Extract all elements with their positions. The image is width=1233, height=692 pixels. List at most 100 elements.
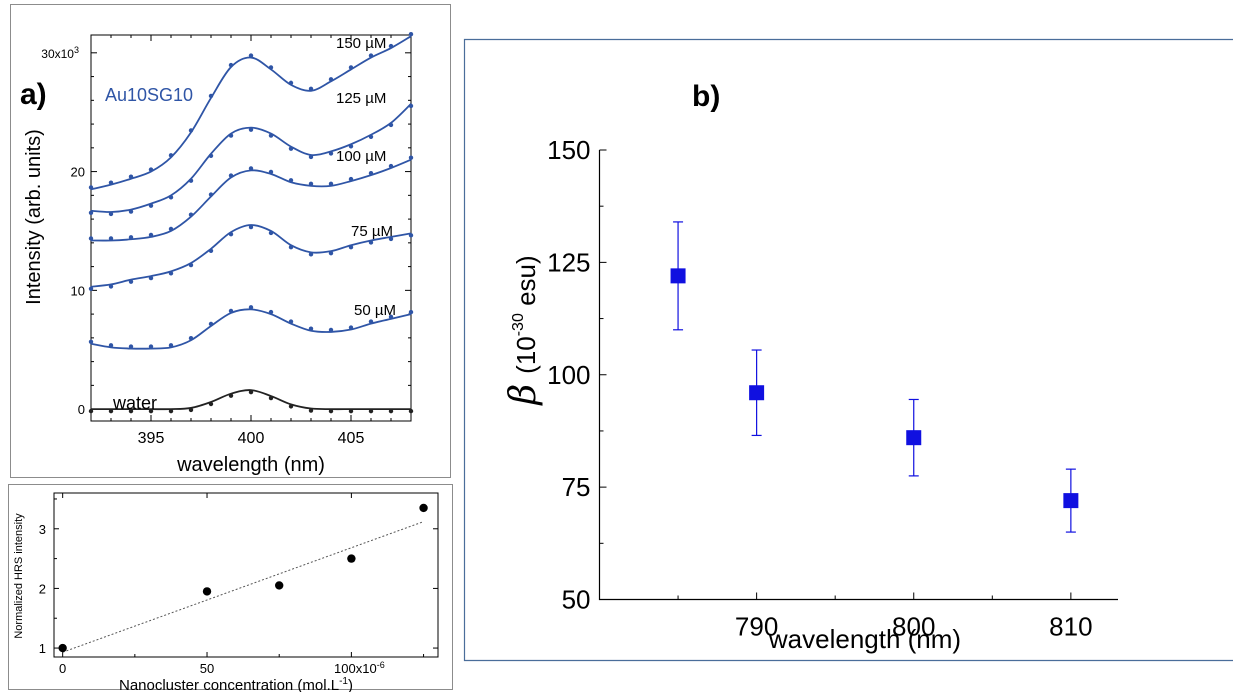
data-point xyxy=(128,344,134,349)
y-tick-label: 1 xyxy=(39,641,46,656)
data-point xyxy=(108,211,114,217)
data-point xyxy=(88,210,94,215)
data-point xyxy=(188,336,194,341)
data-point xyxy=(208,93,214,99)
data-point xyxy=(348,245,354,250)
data-point xyxy=(328,181,334,187)
y-tick-label: 20 xyxy=(71,165,85,180)
data-point xyxy=(288,319,294,324)
y-tick-label: 2 xyxy=(39,581,46,596)
data-point xyxy=(408,31,414,37)
panel-inset: 0 50 100x10-6 1 2 3 Nanocluster concentration… xyxy=(13,492,439,692)
data-point xyxy=(268,169,274,175)
data-point xyxy=(188,262,194,268)
inset-axes: 0 50 100x10-6 1 2 3 xyxy=(39,493,438,676)
y-tick-label: 125 xyxy=(547,247,590,277)
data-point xyxy=(88,408,94,414)
data-point xyxy=(308,86,314,92)
data-point xyxy=(228,231,234,237)
data-point xyxy=(368,134,374,139)
data-point xyxy=(388,408,394,414)
data-point xyxy=(168,271,174,276)
inset-plot-area xyxy=(53,492,439,658)
y-tick-label: 100 xyxy=(547,360,590,390)
data-point xyxy=(248,389,254,395)
data-point xyxy=(328,250,334,256)
data-point xyxy=(268,395,274,401)
data-point xyxy=(275,581,284,590)
data-point xyxy=(108,343,114,348)
x-tick-label: 405 xyxy=(338,430,365,447)
fit-line xyxy=(62,521,424,653)
data-point xyxy=(148,167,154,172)
data-point xyxy=(228,393,234,398)
series-label: water xyxy=(112,393,157,413)
data-point xyxy=(228,62,234,68)
y-tick-label: 3 xyxy=(39,522,46,537)
x-tick-label: 100x10-6 xyxy=(334,660,385,676)
data-point xyxy=(368,170,374,176)
panel-a-label: a) xyxy=(20,78,47,111)
data-point xyxy=(348,176,354,182)
data-point xyxy=(288,178,294,183)
data-point xyxy=(288,245,294,250)
data-point xyxy=(288,404,294,409)
data-point xyxy=(88,286,94,291)
x-tick-label: 50 xyxy=(200,661,214,676)
data-point xyxy=(268,230,274,236)
data-point xyxy=(208,248,214,253)
data-point xyxy=(88,236,94,241)
data-point xyxy=(108,236,114,241)
data-point xyxy=(368,319,374,324)
data-point xyxy=(348,65,354,70)
data-point xyxy=(108,180,114,185)
data-point xyxy=(348,144,354,149)
data-point xyxy=(248,53,254,58)
data-point xyxy=(408,309,414,315)
data-point xyxy=(308,408,314,413)
data-point xyxy=(308,181,314,187)
data-point xyxy=(328,77,334,82)
panel-a-ylabel: Intensity (arb. units) xyxy=(23,129,45,305)
data-point xyxy=(128,209,134,214)
data-point xyxy=(268,133,274,138)
data-point xyxy=(328,408,334,414)
panel-a-series: 150 µM 125 µM 100 µM 75 µM 50 µM water xyxy=(88,31,414,414)
data-point xyxy=(268,309,274,315)
data-point xyxy=(408,155,414,160)
data-point xyxy=(419,503,428,513)
data-point xyxy=(670,268,686,284)
data-point xyxy=(148,275,154,281)
data-point xyxy=(288,80,294,86)
data-point xyxy=(108,284,114,289)
data-point xyxy=(348,325,354,330)
data-point xyxy=(128,235,134,240)
inset-xlabel: Nanocluster concentration (mol.L-1) xyxy=(119,676,353,692)
data-point xyxy=(308,326,314,331)
panel-b-axis-lines xyxy=(598,150,1118,601)
panel-inset-frame xyxy=(8,484,453,690)
data-point xyxy=(228,133,234,138)
data-point xyxy=(368,408,374,414)
panel-b-xlabel: wavelength (nm) xyxy=(768,624,961,654)
data-point xyxy=(308,154,314,160)
data-point xyxy=(208,153,214,158)
data-point xyxy=(168,408,174,414)
data-point xyxy=(128,174,134,179)
x-tick-label: 790 xyxy=(735,612,778,642)
data-point xyxy=(188,128,194,133)
data-point xyxy=(308,252,314,257)
x-tick-label: 0 xyxy=(59,661,66,676)
data-point xyxy=(148,344,154,349)
panel-a-frame xyxy=(10,4,451,478)
x-tick-label: 395 xyxy=(138,430,165,447)
y-tick-label: 30x103 xyxy=(41,45,79,61)
data-point xyxy=(128,408,134,414)
data-point xyxy=(148,408,154,414)
data-point xyxy=(208,321,214,327)
data-point xyxy=(208,401,214,407)
data-point xyxy=(388,163,394,169)
x-tick-label: 810 xyxy=(1049,612,1092,642)
panel-b-label: b) xyxy=(692,80,720,113)
